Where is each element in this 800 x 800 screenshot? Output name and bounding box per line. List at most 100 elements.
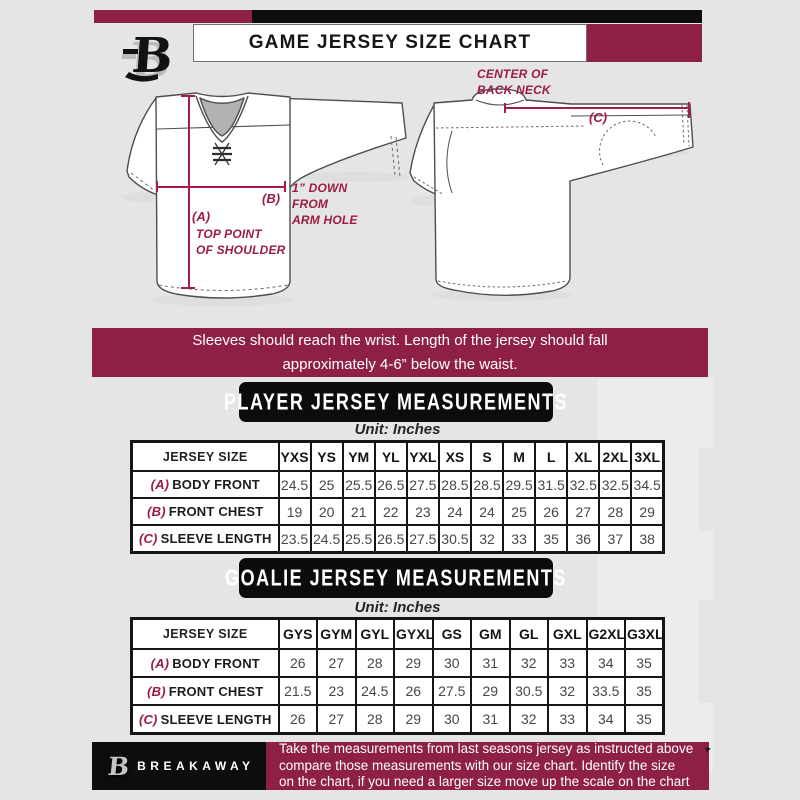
value-cell: 24.5 xyxy=(354,676,394,705)
value-cell: 32 xyxy=(508,704,548,734)
value-cell: 28.5 xyxy=(437,470,471,498)
size-header-cell: YS xyxy=(309,441,343,471)
size-header-cell: 3XL xyxy=(630,441,664,471)
value-cell: 26 xyxy=(277,648,317,677)
value-cell: 26 xyxy=(393,676,433,705)
value-cell: 25.5 xyxy=(341,524,375,553)
instruction-banner: Sleeves should reach the wrist. Length o… xyxy=(92,328,708,377)
value-cell: 31.5 xyxy=(534,470,568,498)
value-cell: 27 xyxy=(316,648,356,677)
player-section-header: PLAYER JERSEY MEASUREMENTS xyxy=(224,382,567,422)
size-header-cell: GXL xyxy=(547,618,587,649)
value-cell: 28 xyxy=(598,497,632,525)
size-header-cell: GL xyxy=(508,618,548,649)
value-cell: 37 xyxy=(598,524,632,553)
corner-cell: JERSEY SIZE xyxy=(131,618,279,649)
footer-note: Take the measurements from last seasons … xyxy=(266,741,709,790)
svg-text:B: B xyxy=(130,28,174,84)
value-cell: 23.5 xyxy=(277,524,311,553)
value-cell: 33 xyxy=(547,704,587,734)
value-cell: 30 xyxy=(431,648,471,677)
value-cell: 34 xyxy=(585,704,625,734)
value-cell: 21 xyxy=(341,497,375,525)
cursor-arrow-icon: ➤ xyxy=(702,743,713,755)
size-header-cell: XS xyxy=(437,441,471,471)
front-jersey-diagram xyxy=(122,92,410,306)
value-cell: 35 xyxy=(534,524,568,553)
value-cell: 33 xyxy=(547,648,587,677)
measure-line-a-bottom-tick xyxy=(181,287,195,289)
value-cell: 32 xyxy=(469,524,504,553)
table-row: (B) FRONT CHEST 19 20 21 22 23 24 24 25 26 27 28 29 xyxy=(131,497,664,525)
measure-line-b-left-tick xyxy=(156,181,158,192)
value-cell: 35 xyxy=(624,676,664,705)
breakaway-b-logo: B B xyxy=(122,28,175,86)
breakaway-b-small-icon: B xyxy=(106,751,131,781)
value-cell: 27.5 xyxy=(405,524,439,553)
size-header-cell: YM xyxy=(341,441,375,471)
value-cell: 27.5 xyxy=(405,470,439,498)
measure-key: (B) xyxy=(147,504,166,519)
size-header-cell: XL xyxy=(566,441,600,471)
size-header-cell: M xyxy=(502,441,536,471)
footer-brand-block: B BREAKAWAY xyxy=(92,742,266,790)
measure-line-a xyxy=(188,96,190,288)
value-cell: 38 xyxy=(630,524,664,553)
size-header-cell: L xyxy=(534,441,568,471)
value-cell: 32.5 xyxy=(598,470,632,498)
header-accent-bar xyxy=(94,10,702,23)
goalie-unit-label: Unit: Inches xyxy=(354,599,441,616)
size-header-cell: G3XL xyxy=(624,618,664,649)
back-jersey-diagram xyxy=(409,88,694,301)
size-header-cell: GM xyxy=(470,618,510,649)
row-label-cell: (B) FRONT CHEST xyxy=(131,497,279,525)
measure-line-a-top-tick xyxy=(181,95,195,97)
header-accent-black xyxy=(252,10,702,23)
row-label-cell: (C) SLEEVE LENGTH xyxy=(131,704,279,734)
value-cell: 29 xyxy=(393,704,433,734)
value-cell: 23 xyxy=(405,497,439,525)
header-accent-maroon xyxy=(94,10,252,23)
footer-bar: B BREAKAWAY Take the measurements from l… xyxy=(92,741,709,790)
player-measurements-table: JERSEY SIZE YXS YS YM YL YXL XS S M L XL 2XL 3XL (A) B… xyxy=(130,440,665,554)
size-header-cell: G2XL xyxy=(585,618,625,649)
value-cell: 27.5 xyxy=(431,676,471,705)
value-cell: 29.5 xyxy=(502,470,536,498)
row-label-cell: (C) SLEEVE LENGTH xyxy=(131,524,279,553)
value-cell: 31 xyxy=(470,648,510,677)
size-header-cell: GYS xyxy=(277,618,317,649)
measure-key: (A) xyxy=(150,477,170,492)
size-header-cell: GS xyxy=(431,618,471,649)
value-cell: 34 xyxy=(585,648,625,677)
measure-line-b xyxy=(157,186,285,188)
value-cell: 30 xyxy=(431,704,471,734)
player-section-title: PLAYER JERSEY MEASUREMENTS xyxy=(223,388,569,415)
measure-key: (C) xyxy=(138,711,158,727)
value-cell: 24 xyxy=(469,497,504,525)
value-cell: 26.5 xyxy=(373,524,407,553)
value-cell: 23 xyxy=(316,676,356,705)
value-cell: 24 xyxy=(437,497,471,525)
value-cell: 26 xyxy=(534,497,568,525)
measure-line-c xyxy=(505,107,689,109)
value-cell: 24.5 xyxy=(309,524,343,553)
value-cell: 30.5 xyxy=(508,676,548,705)
measure-line-c-left-tick xyxy=(504,103,506,113)
title-box: GAME JERSEY SIZE CHART xyxy=(193,24,587,62)
row-label-cell: (A) BODY FRONT xyxy=(131,648,279,677)
value-cell: 30.5 xyxy=(437,524,471,553)
table-row: (A) BODY FRONT 26 27 28 29 30 31 32 33 34 35 xyxy=(131,648,664,677)
value-cell: 35 xyxy=(624,648,664,677)
size-header-cell: GYL xyxy=(354,618,394,649)
table-row: (C) SLEEVE LENGTH 23.5 24.5 25.5 26.5 27.5 30.5… xyxy=(131,524,664,553)
value-cell: 29 xyxy=(393,648,433,677)
size-header-cell: 2XL xyxy=(598,441,632,471)
value-cell: 25 xyxy=(502,497,536,525)
player-unit-label: Unit: Inches xyxy=(354,421,441,438)
measure-line-c-right-tick xyxy=(688,102,690,118)
value-cell: 29 xyxy=(470,676,510,705)
label-b: (B) xyxy=(262,191,281,206)
label-a: (A) xyxy=(192,209,211,224)
brand-wordmark: BREAKAWAY xyxy=(137,759,255,773)
